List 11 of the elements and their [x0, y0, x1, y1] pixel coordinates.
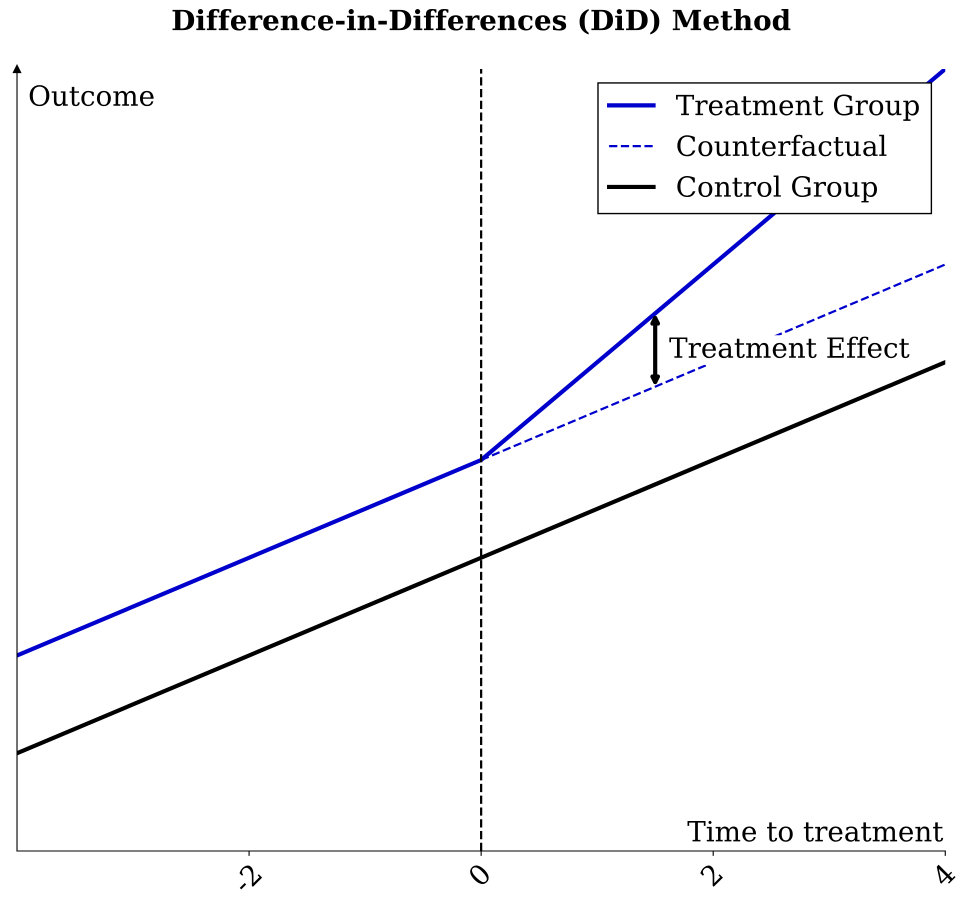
- annotation: Treatment Effect: [669, 336, 910, 358]
- x-tick-label: 4: [930, 862, 956, 888]
- y-axis-title: Outcome: [30, 85, 154, 106]
- x-tick-label: 2: [699, 862, 723, 887]
- legend-label: Treatment Group: [676, 94, 919, 121]
- chart-title: Difference-in-Differences (DiD) Method: [172, 9, 790, 34]
- x-axis-title: Time to treatment: [688, 820, 944, 842]
- legend-label: Control Group: [677, 176, 877, 202]
- legend-label: Counterfactual: [677, 134, 886, 156]
- x-tick-label: -2: [231, 863, 262, 894]
- x-tick-label: 0: [467, 862, 492, 888]
